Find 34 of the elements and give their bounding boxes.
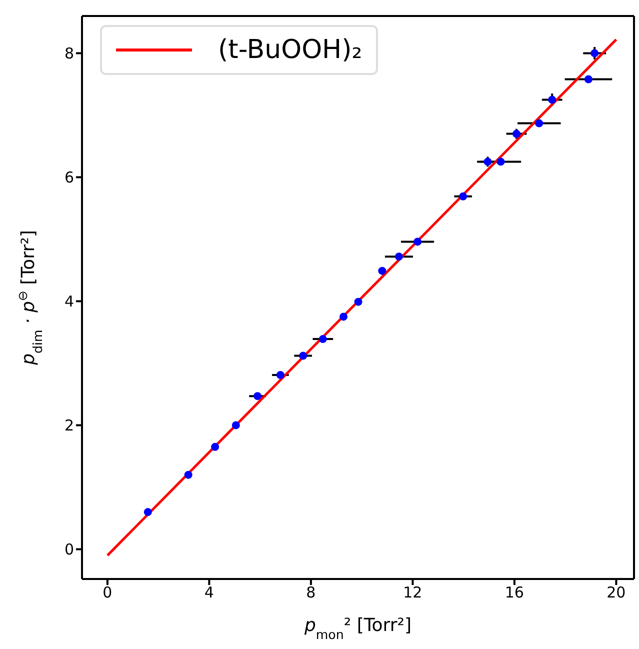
point [484, 158, 492, 166]
point [414, 238, 422, 246]
x-tick-label: 16 [504, 584, 524, 602]
point [299, 352, 308, 360]
x-tick-label: 20 [606, 584, 626, 602]
x-tick-label: 12 [403, 584, 422, 602]
x-tick-label: 8 [306, 584, 316, 602]
y-tick-label: 4 [64, 292, 74, 311]
point [378, 266, 386, 275]
y-tick-label: 0 [64, 540, 74, 559]
point [254, 392, 262, 400]
point [340, 312, 348, 321]
y-tick-label: 6 [64, 168, 74, 187]
x-tick-label: 4 [204, 584, 214, 602]
x-tick-label: 0 [102, 584, 112, 602]
point [548, 96, 556, 104]
point [354, 298, 362, 306]
point [394, 252, 403, 261]
y-tick-label: 2 [64, 416, 74, 435]
point [590, 49, 599, 58]
point [144, 508, 152, 516]
legend-label: (t-BuOOH)₂ [218, 35, 362, 65]
point [496, 158, 505, 166]
point [459, 192, 468, 200]
x-axis-title: p$_{mon}$² [Torr²] [303, 615, 412, 642]
point [512, 130, 520, 138]
point [211, 442, 220, 451]
point [232, 421, 240, 430]
y-tick-label: 8 [64, 44, 74, 63]
point [276, 371, 284, 380]
point [318, 335, 327, 344]
point [535, 119, 544, 128]
point [184, 470, 192, 479]
point [584, 75, 592, 84]
